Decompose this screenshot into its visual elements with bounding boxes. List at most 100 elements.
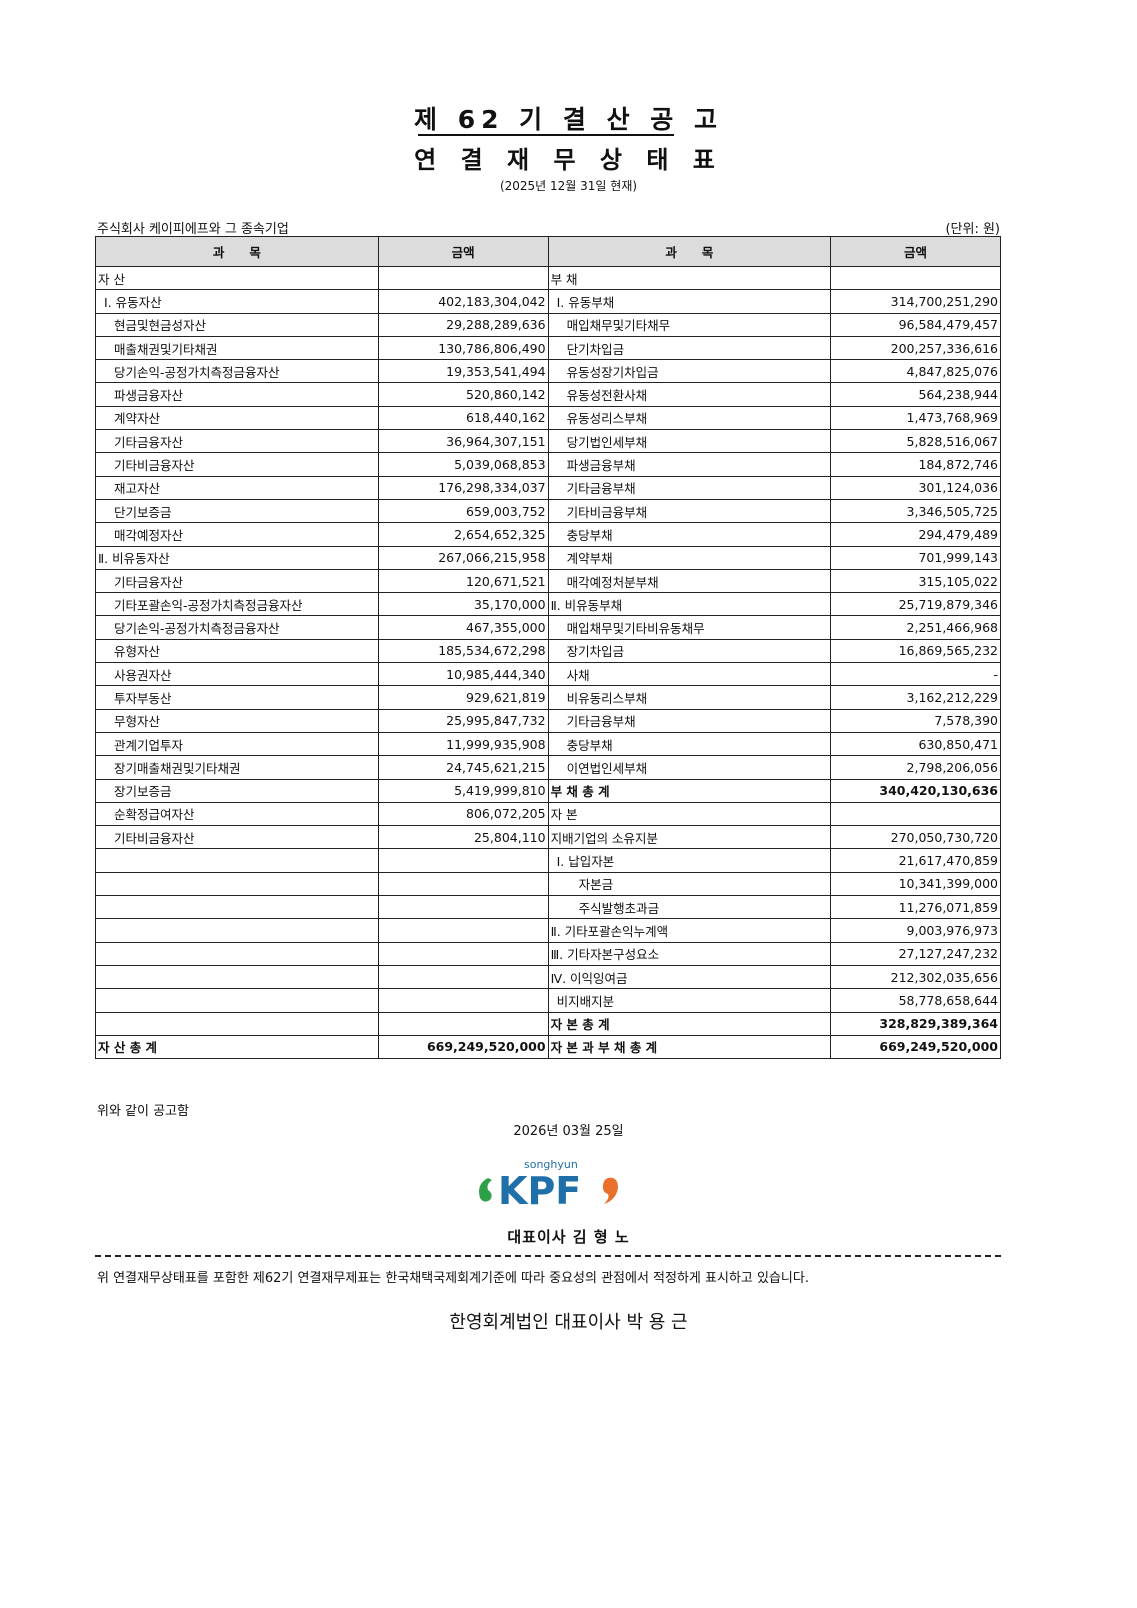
right-item-label: 유동성전환사채 <box>547 382 832 407</box>
right-item-amount: 701,999,143 <box>830 545 1001 570</box>
unit-label: (단위: 원) <box>945 222 1000 237</box>
right-item-amount: 328,829,389,364 <box>830 1011 1001 1036</box>
right-item-amount: 5,828,516,067 <box>830 429 1001 454</box>
left-item-amount: 929,621,819 <box>377 685 549 710</box>
table-row: 자 산 총 계 669,249,520,000 자 본 과 부 채 총 계 669,2… <box>95 1034 1001 1060</box>
notice-text: 위와 같이 공고함 <box>97 1104 189 1119</box>
left-item-amount: 25,804,110 <box>377 825 549 850</box>
left-item-label: 무형자산 <box>95 708 379 733</box>
right-item-label: 기타비금융부채 <box>547 498 832 524</box>
left-item-label <box>95 871 379 897</box>
right-item-label: 충당부채 <box>547 731 832 757</box>
right-item-amount: 314,700,251,290 <box>830 289 1001 314</box>
left-item-label: 순확정급여자산 <box>95 801 379 827</box>
table-row: Ⅲ. 기타자본구성요소 27,127,247,232 <box>95 941 1001 966</box>
header-item-left: 과 목 <box>95 236 379 267</box>
left-item-label: 기타금융자산 <box>95 568 379 594</box>
right-item-amount: 4,847,825,076 <box>830 359 1001 384</box>
left-item-amount: 669,249,520,000 <box>377 1034 549 1060</box>
left-item-label: 당기손익-공정가치측정금융자산 <box>95 615 379 640</box>
left-item-label <box>95 1011 379 1036</box>
right-item-amount: 7,578,390 <box>830 708 1001 733</box>
left-item-label: 계약자산 <box>95 405 379 431</box>
left-item-label: 매각예정자산 <box>95 522 379 547</box>
table-row: Ⅰ. 유동자산 402,183,304,042 Ⅰ. 유동부채 314,700,251… <box>95 289 1001 314</box>
table-row: 현금및현금성자산 29,288,289,636 매입채무및기타채무 96,584,47… <box>95 312 1001 337</box>
dashed-divider <box>95 1255 1001 1257</box>
table-row: 재고자산 176,298,334,037 기타금융부채 301,124,036 <box>95 475 1001 500</box>
left-item-amount <box>377 1011 549 1036</box>
left-item-label <box>95 964 379 990</box>
header-amount-right: 금액 <box>830 236 1001 267</box>
left-item-amount <box>377 265 549 291</box>
right-item-label: 기타금융부채 <box>547 475 832 500</box>
audit-opinion: 위 연결재무상태표를 포함한 제62기 연결재무제표는 한국채택국제회계기준에 … <box>97 1271 809 1286</box>
right-item-label: 충당부채 <box>547 522 832 547</box>
left-item-label: 기타포괄손익-공정가치측정금융자산 <box>95 592 379 617</box>
table-row: 장기보증금 5,419,999,810 부 채 총 계 340,420,130,636 <box>95 778 1001 803</box>
document-title: 제 62 기 결 산 공 고 <box>413 105 723 134</box>
table-row: 사용권자산 10,985,444,340 사채 - <box>95 662 1001 687</box>
right-item-amount: 2,251,466,968 <box>830 615 1001 640</box>
right-item-label: 주식발행초과금 <box>547 895 832 920</box>
right-item-label: 매입채무및기타채무 <box>547 312 832 337</box>
table-row: 관계기업투자 11,999,935,908 충당부채 630,850,471 <box>95 731 1001 757</box>
right-item-label: Ⅳ. 이익잉여금 <box>547 964 832 990</box>
right-item-amount: 301,124,036 <box>830 475 1001 500</box>
table-row: 장기매출채권및기타채권 24,745,621,215 이연법인세부채 2,798,20… <box>95 755 1001 780</box>
right-item-label: Ⅱ. 비유동부채 <box>547 592 832 617</box>
right-item-amount: 669,249,520,000 <box>830 1034 1001 1060</box>
right-item-label: 자 본 <box>547 801 832 827</box>
right-item-label: 이연법인세부채 <box>547 755 832 780</box>
right-item-amount: 27,127,247,232 <box>830 941 1001 966</box>
left-item-amount: 35,170,000 <box>377 592 549 617</box>
left-item-label: 자 산 총 계 <box>95 1034 379 1060</box>
right-item-amount: 184,872,746 <box>830 452 1001 477</box>
right-item-amount: 294,479,489 <box>830 522 1001 547</box>
right-item-amount: 25,719,879,346 <box>830 592 1001 617</box>
right-item-amount <box>830 265 1001 291</box>
right-item-amount: - <box>830 662 1001 687</box>
right-item-label: 유동성리스부채 <box>547 405 832 431</box>
table-row: 기타포괄손익-공정가치측정금융자산 35,170,000 Ⅱ. 비유동부채 25,71… <box>95 592 1001 617</box>
left-item-label: 매출채권및기타채권 <box>95 335 379 361</box>
svg-text:songhyun: songhyun <box>524 1158 578 1171</box>
right-item-label: 자 본 과 부 채 총 계 <box>547 1034 832 1060</box>
left-item-label: Ⅱ. 비유동자산 <box>95 545 379 570</box>
right-item-amount: 10,341,399,000 <box>830 871 1001 897</box>
left-item-label <box>95 941 379 966</box>
right-item-label: 지배기업의 소유지분 <box>547 825 832 850</box>
header-amount-left: 금액 <box>377 236 549 267</box>
table-row: 기타비금융자산 5,039,068,853 파생금융부채 184,872,746 <box>95 452 1001 477</box>
left-item-amount: 520,860,142 <box>377 382 549 407</box>
left-item-amount: 659,003,752 <box>377 498 549 524</box>
right-item-amount: 564,238,944 <box>830 382 1001 407</box>
right-item-label: 자본금 <box>547 871 832 897</box>
right-item-amount: 58,778,658,644 <box>830 988 1001 1013</box>
auditor-name: 한영회계법인 대표이사 박 용 근 <box>449 1312 688 1333</box>
table-row: 매각예정자산 2,654,652,325 충당부채 294,479,489 <box>95 522 1001 547</box>
left-item-amount: 402,183,304,042 <box>377 289 549 314</box>
right-item-amount: 2,798,206,056 <box>830 755 1001 780</box>
table-row: 매출채권및기타채권 130,786,806,490 단기차입금 200,257,336… <box>95 335 1001 361</box>
table-row: 계약자산 618,440,162 유동성리스부채 1,473,768,969 <box>95 405 1001 431</box>
table-row: 유형자산 185,534,672,298 장기차입금 16,869,565,232 <box>95 638 1001 664</box>
table-row: 투자부동산 929,621,819 비유동리스부채 3,162,212,229 <box>95 685 1001 710</box>
left-item-label: 유형자산 <box>95 638 379 664</box>
left-item-amount: 10,985,444,340 <box>377 662 549 687</box>
table-header: 과 목 금액 과 목 금액 <box>95 236 1001 267</box>
right-item-amount: 9,003,976,973 <box>830 918 1001 943</box>
right-item-amount: 212,302,035,656 <box>830 964 1001 990</box>
right-item-amount: 340,420,130,636 <box>830 778 1001 803</box>
table-row: Ⅳ. 이익잉여금 212,302,035,656 <box>95 964 1001 990</box>
left-item-label: 현금및현금성자산 <box>95 312 379 337</box>
left-item-amount: 5,419,999,810 <box>377 778 549 803</box>
table-row: 당기손익-공정가치측정금융자산 19,353,541,494 유동성장기차입금 4,8… <box>95 359 1001 384</box>
kpf-logo: songhyun KPF <box>479 1158 618 1208</box>
left-item-amount: 130,786,806,490 <box>377 335 549 361</box>
statement-title: 연 결 재 무 상 태 표 <box>414 146 723 174</box>
table-row: 무형자산 25,995,847,732 기타금융부채 7,578,390 <box>95 708 1001 733</box>
table-row: 주식발행초과금 11,276,071,859 <box>95 895 1001 920</box>
right-item-label: 비지배지분 <box>547 988 832 1013</box>
